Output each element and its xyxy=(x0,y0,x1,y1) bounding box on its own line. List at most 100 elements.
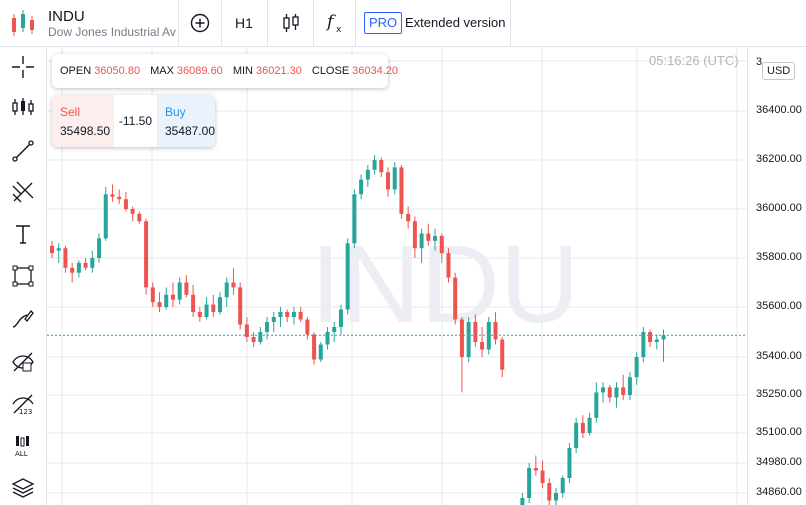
candle-body xyxy=(453,277,458,320)
candle-body xyxy=(412,221,417,249)
candle-body xyxy=(621,387,626,395)
candle-body xyxy=(164,294,169,307)
candle-body xyxy=(594,392,599,418)
candle-body xyxy=(601,387,606,393)
candle-body xyxy=(439,235,444,254)
candle-body xyxy=(251,337,256,342)
candle-body xyxy=(500,339,505,370)
candle-body xyxy=(392,167,397,190)
layers-icon xyxy=(11,478,35,498)
candle-body xyxy=(191,294,196,312)
svg-text:ALL: ALL xyxy=(15,450,28,458)
hide-indicators-tool[interactable]: 123 xyxy=(6,387,40,421)
price-axis-label: 35800.00 xyxy=(756,251,802,263)
candle-body xyxy=(580,422,585,433)
shapes-icon xyxy=(12,265,34,287)
candle-body xyxy=(379,160,384,173)
symbol-name[interactable]: INDU xyxy=(48,8,85,25)
candle-body xyxy=(305,319,310,335)
remove-all-icon: ALL xyxy=(15,436,29,458)
candle-body xyxy=(338,309,343,327)
candle-body xyxy=(184,282,189,295)
candle-body xyxy=(332,327,337,332)
candle-body xyxy=(406,213,411,222)
candle-body xyxy=(386,172,390,190)
candle-body xyxy=(567,448,572,478)
trend-line-icon xyxy=(12,140,34,162)
toolbar-divider xyxy=(313,0,314,46)
candle-body xyxy=(554,493,558,501)
hide-drawings-tool[interactable] xyxy=(6,345,40,379)
brush-tool[interactable] xyxy=(6,302,40,336)
toolbar-divider xyxy=(355,0,356,46)
fib-tool[interactable] xyxy=(6,175,40,209)
axis-label-top: 3 xyxy=(756,56,763,68)
candle-body xyxy=(312,334,317,360)
spread-value: -11.50 xyxy=(112,95,158,147)
top-toolbar: INDU Dow Jones Industrial Average H1 fx … xyxy=(0,0,806,47)
chart-logo-icon xyxy=(12,10,34,36)
candle-body xyxy=(587,417,592,433)
candle-body xyxy=(271,317,276,322)
candle-body xyxy=(110,194,115,197)
candle-body xyxy=(278,312,283,317)
toolbar-divider xyxy=(510,0,511,46)
candle-body xyxy=(466,322,471,357)
toolbar-divider xyxy=(221,0,222,46)
chart-type-button[interactable] xyxy=(274,8,308,38)
indicators-tool[interactable] xyxy=(6,90,40,124)
compare-symbol-button[interactable] xyxy=(184,8,216,38)
symbol-watermark: INDU xyxy=(311,223,580,346)
candle-body xyxy=(318,344,323,360)
price-axis-label: 36400.00 xyxy=(756,104,802,116)
price-axis[interactable]: 3 USD 36400.00 36200.00 36000.00 35800.00 35… xyxy=(747,47,806,505)
candle-body xyxy=(170,294,175,300)
candle-body xyxy=(540,470,545,483)
candle-body xyxy=(50,245,54,254)
candle-body xyxy=(634,357,639,378)
hide-drawings-icon xyxy=(12,352,34,372)
layers-tool[interactable] xyxy=(6,471,40,505)
extended-version-link[interactable]: Extended version xyxy=(405,15,506,30)
interval-button[interactable]: H1 xyxy=(235,15,253,31)
candle-body xyxy=(177,282,182,300)
candle-body xyxy=(547,483,552,501)
candle-body xyxy=(285,312,290,317)
svg-text:123: 123 xyxy=(19,408,32,416)
trade-widget: Sell 35498.50 -11.50 Buy 35487.00 xyxy=(52,95,215,147)
remove-all-tool[interactable]: ALL xyxy=(6,429,40,463)
candlestick-chart[interactable]: INDU xyxy=(47,47,747,505)
sell-price: 35498.50 xyxy=(60,124,111,138)
candle-body xyxy=(244,324,249,337)
currency-button[interactable]: USD xyxy=(762,62,796,80)
max-value: 36089.60 xyxy=(176,65,223,77)
price-chart[interactable]: INDU xyxy=(47,47,747,505)
pro-badge[interactable]: PRO xyxy=(364,12,403,34)
candle-body xyxy=(433,235,438,241)
candle-body xyxy=(211,304,216,312)
candle-body xyxy=(648,332,653,342)
price-axis-label: 34980.00 xyxy=(756,456,802,468)
candle-body xyxy=(560,478,565,493)
candle-body xyxy=(130,209,135,214)
text-icon xyxy=(16,225,30,244)
server-clock: 05:16:26 (UTC) xyxy=(649,53,739,68)
price-axis-label: 35100.00 xyxy=(756,426,802,438)
candle-body xyxy=(654,339,659,342)
candle-body xyxy=(372,160,377,170)
buy-button[interactable]: Buy 35487.00 xyxy=(157,95,215,147)
toolbar-divider xyxy=(178,0,179,46)
candle-body xyxy=(291,312,296,317)
candle-body xyxy=(157,302,162,307)
crosshair-tool[interactable] xyxy=(6,50,40,84)
trend-line-tool[interactable] xyxy=(6,134,40,168)
sell-button[interactable]: Sell 35498.50 xyxy=(52,95,113,147)
open-value: 36050.80 xyxy=(94,65,141,77)
fib-tools-icon xyxy=(12,181,34,203)
candle-body xyxy=(627,377,632,395)
candle-body xyxy=(298,312,303,320)
shapes-tool[interactable] xyxy=(6,259,40,293)
candle-body xyxy=(520,498,525,505)
text-tool[interactable] xyxy=(6,217,40,251)
